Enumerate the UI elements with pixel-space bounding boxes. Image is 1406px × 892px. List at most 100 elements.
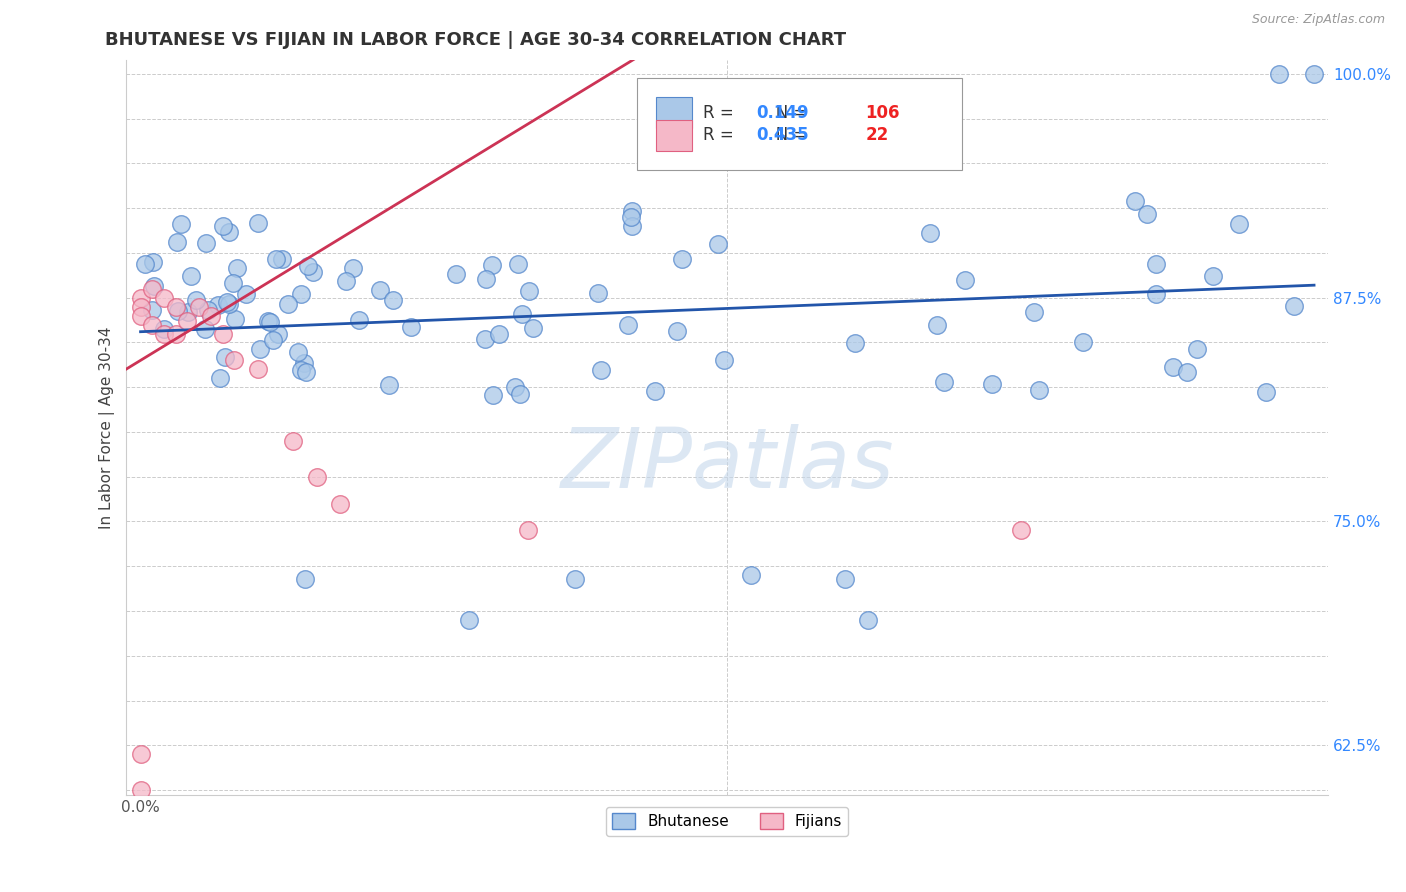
Point [934,375,956,389]
Point [281,434,304,448]
Point [294,572,316,586]
Point [1022,305,1045,319]
Point [329,497,352,511]
Point [301,265,323,279]
Point [297,259,319,273]
FancyBboxPatch shape [637,78,962,170]
Point [176,314,198,328]
Point [671,252,693,266]
Point [519,284,541,298]
Point [378,378,401,392]
FancyBboxPatch shape [657,97,693,128]
Point [218,225,240,239]
Point [1202,269,1225,284]
Point [1303,67,1326,81]
Point [444,267,467,281]
Text: R =        N =: R = N = [703,127,813,145]
Point [287,344,309,359]
Point [165,300,187,314]
Point [129,783,152,797]
Point [215,295,238,310]
Point [1136,207,1159,221]
Point [481,258,503,272]
Point [142,255,165,269]
Point [1282,299,1305,313]
Point [953,273,976,287]
Point [368,283,391,297]
Point [474,332,496,346]
Point [235,286,257,301]
Point [305,469,328,483]
Point [267,326,290,341]
Point [1175,366,1198,380]
Point [224,311,246,326]
Point [503,380,526,394]
Point [475,272,498,286]
Point [209,371,232,385]
Point [143,279,166,293]
Point [153,321,176,335]
Point [153,326,176,341]
Point [141,302,163,317]
Point [290,287,312,301]
Point [617,318,640,332]
Point [207,298,229,312]
Point [264,252,287,266]
Point [259,314,281,328]
Point [195,235,218,250]
Point [257,314,280,328]
Point [271,252,294,266]
Point [1073,334,1095,349]
Point [516,524,538,538]
Point [188,300,211,314]
Point [214,350,236,364]
Text: 0.149: 0.149 [756,103,808,121]
Legend: Bhutanese, Fijians: Bhutanese, Fijians [606,807,848,836]
Point [834,572,856,586]
Point [134,257,156,271]
Point [249,342,271,356]
Point [1010,524,1032,538]
Point [1144,257,1167,271]
Point [212,219,235,233]
Point [522,321,544,335]
Point [481,388,503,402]
Point [1229,217,1251,231]
Text: R =        N =: R = N = [703,103,813,121]
Point [713,353,735,368]
Text: BHUTANESE VS FIJIAN IN LABOR FORCE | AGE 30-34 CORRELATION CHART: BHUTANESE VS FIJIAN IN LABOR FORCE | AGE… [105,31,846,49]
Text: ZIPatlas: ZIPatlas [561,424,894,505]
Point [458,613,481,627]
Point [167,304,190,318]
Point [129,291,152,305]
Point [342,260,364,275]
Point [564,572,586,586]
Point [927,318,949,332]
Point [644,384,666,399]
Text: 106: 106 [866,103,900,121]
Point [170,217,193,231]
Point [665,324,688,338]
Point [1123,194,1146,208]
Point [856,613,879,627]
Point [980,376,1002,391]
Point [180,268,202,283]
Point [194,321,217,335]
Text: Source: ZipAtlas.com: Source: ZipAtlas.com [1251,13,1385,27]
Y-axis label: In Labor Force | Age 30-34: In Labor Force | Age 30-34 [100,326,115,529]
Point [347,312,370,326]
Point [510,307,533,321]
Point [197,303,219,318]
Point [620,219,643,233]
Point [141,282,163,296]
Point [129,300,152,314]
Point [262,334,284,348]
Point [591,362,613,376]
Point [620,210,643,224]
Point [177,304,200,318]
Point [226,261,249,276]
Point [1028,383,1050,397]
Point [844,335,866,350]
Point [221,276,243,290]
Point [211,326,233,341]
